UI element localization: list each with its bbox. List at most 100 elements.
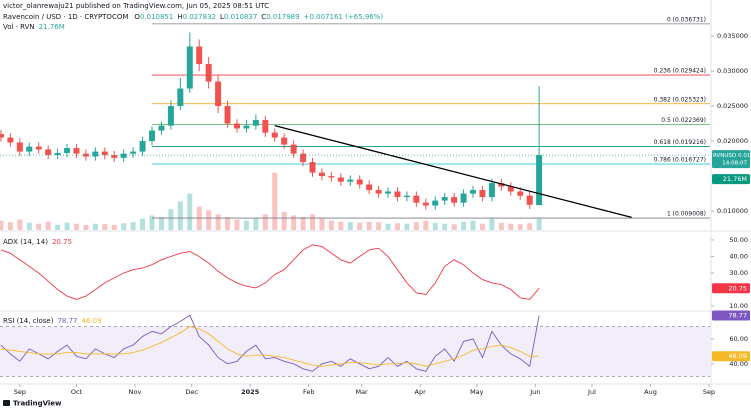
volume-bar [168,209,174,230]
candle-body [26,146,33,152]
y-tick-label: 60.00 [729,335,748,343]
x-tick-label: Sep [703,388,715,396]
candle-body [526,195,533,205]
volume-bar [234,219,240,230]
candle-body [394,191,401,198]
value-tag-bg [712,310,750,321]
ohlc-value: 0.010851 [140,13,173,21]
volume-bar [64,222,70,230]
price-tag-bg [712,150,750,169]
volume-bar [83,224,89,230]
volume-bar [385,223,391,230]
candle-body [73,148,80,154]
x-tick-label: May [470,388,484,396]
indicator-value: 78.77 [57,317,77,325]
x-tick-label: Oct [71,388,83,396]
x-tick-label: Jul [587,388,596,396]
volume-bar [461,221,467,230]
volume-bar [338,221,344,230]
ohlc-key: C [261,13,266,21]
volume-bar [432,222,438,230]
y-tick-label: 40.00 [729,252,748,260]
fib-label: 0.5 (0.022369) [661,117,706,124]
volume-bar [291,215,297,230]
candle-body [300,153,307,163]
candle-body [375,190,382,194]
volume-bar [225,217,231,230]
value-tag: 46.09 [728,352,747,360]
candle-body [205,64,212,82]
volume-bar [319,218,325,230]
volume-bar [102,224,108,230]
volume-bar [489,218,495,230]
x-tick-label: Dec [185,388,198,396]
candle-body [233,123,240,129]
x-tick-label: Aug [644,388,657,396]
candle-body [403,195,410,198]
volume-bar [442,223,448,230]
volume-bar [262,214,268,230]
volume-bar [55,224,61,230]
candle-body [385,191,392,194]
candle-body [224,106,231,124]
candle-body [488,183,495,198]
x-tick-label: Feb [303,388,315,396]
x-tick-label: Apr [415,388,427,396]
volume-last: 21.76M [39,23,65,31]
candle-body [92,151,99,157]
x-tick-label: Sep [14,388,26,396]
candle-body [149,130,156,142]
candle-body [35,146,42,150]
candle-body [328,176,335,178]
candle-body [186,46,193,89]
volume-bar [470,220,476,230]
volume-bar [92,223,98,230]
y-tick-label: 0.035000 [717,32,748,40]
volume-bar [357,222,363,230]
ohlc-value: 0.017989 [266,13,299,21]
volume-bar [0,220,4,230]
fib-label: 1 (0.009008) [667,211,706,218]
volume-bar [281,211,287,230]
change: +0.007161 (+65.96%) [304,13,384,21]
indicator-legend: ADX (14, 14) 20.75 [3,238,72,246]
candle-body [16,142,23,152]
volume-bar [36,223,42,230]
volume-bar [508,223,514,230]
candle-body [366,184,373,191]
trendline [274,125,632,219]
y-tick-label: 0.010000 [717,207,748,215]
candle-body [64,148,71,153]
price-tag-value: 0.017989 [738,153,751,159]
candle-body [196,46,203,65]
fib-label: 0 (0.036731) [667,16,706,23]
volume-bar [7,222,13,230]
candle-body [167,106,174,126]
volume-bar [130,222,136,230]
volume-bar [243,220,249,230]
candle-body [356,179,363,185]
volume-bar [536,218,542,230]
volume-bar [517,224,523,230]
candle-body [479,190,486,198]
volume-bar [149,215,155,230]
x-tick-label: Jun [529,388,540,396]
volume-bar [328,220,334,230]
volume-bar [404,223,410,230]
volume-tag: 21.76M [723,175,747,183]
volume-legend: Vol · RVN 21.76M [3,23,65,31]
candle-body [82,153,89,157]
candle-body [271,132,278,138]
volume-bar [527,223,533,230]
candle-body [111,155,118,158]
candle-body [536,155,543,206]
candle-body [54,152,61,156]
candle-body [337,177,344,182]
candle-body [243,125,250,129]
candle-body [7,137,14,143]
fib-label: 0.382 (0.025323) [654,96,706,103]
candle-body [45,149,52,156]
volume-name: Vol · RVN [3,23,35,31]
